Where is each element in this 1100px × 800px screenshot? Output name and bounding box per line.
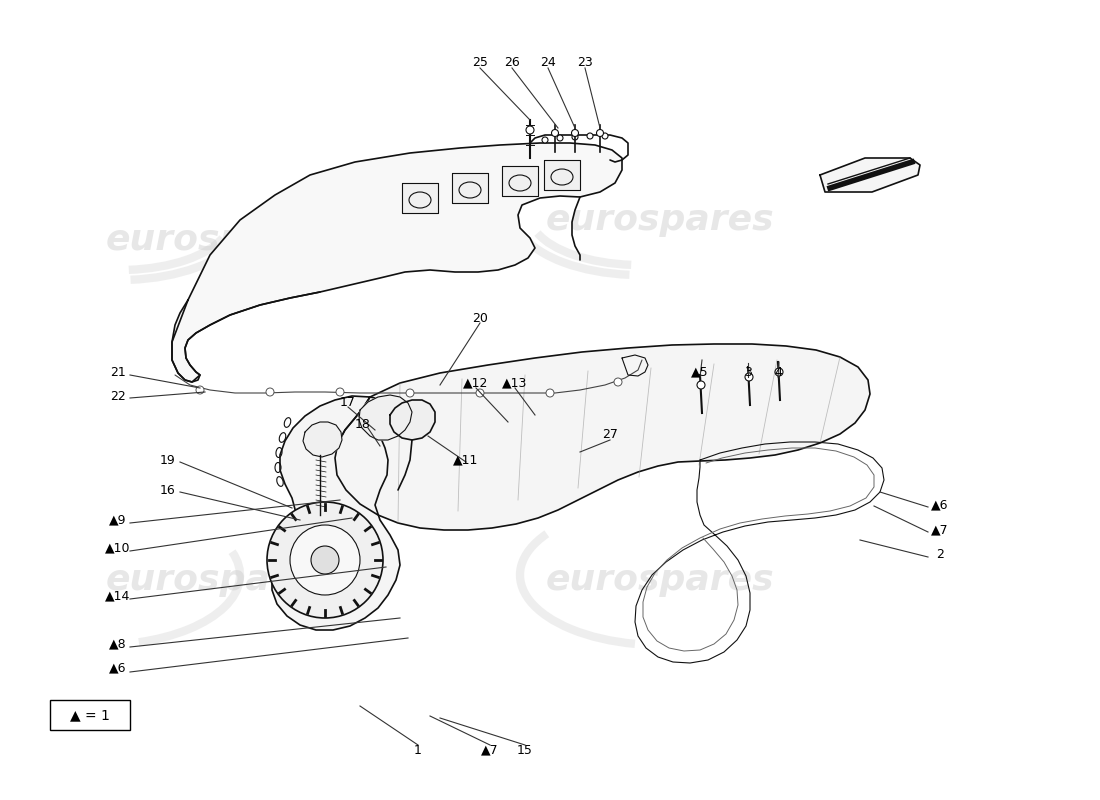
Ellipse shape [551, 169, 573, 185]
Text: 1: 1 [414, 743, 422, 757]
Text: ▲10: ▲10 [106, 542, 131, 554]
Polygon shape [402, 183, 438, 213]
Text: ▲12: ▲12 [463, 377, 488, 390]
Circle shape [266, 388, 274, 396]
Circle shape [196, 386, 204, 394]
Polygon shape [544, 160, 580, 190]
Polygon shape [452, 173, 488, 203]
Text: eurospares: eurospares [106, 223, 334, 257]
Polygon shape [272, 396, 400, 630]
Circle shape [557, 135, 563, 141]
Text: 18: 18 [355, 418, 371, 430]
Circle shape [697, 381, 705, 389]
Polygon shape [336, 344, 870, 530]
Circle shape [526, 126, 534, 134]
Circle shape [596, 130, 604, 137]
Text: ▲7: ▲7 [932, 523, 949, 537]
Circle shape [267, 502, 383, 618]
Polygon shape [172, 143, 621, 382]
Ellipse shape [409, 192, 431, 208]
Text: 3: 3 [744, 366, 752, 378]
Bar [50, 700, 130, 730]
Text: ▲13: ▲13 [503, 377, 528, 390]
Text: ▲ = 1: ▲ = 1 [70, 708, 110, 722]
Text: 16: 16 [161, 483, 176, 497]
Circle shape [587, 133, 593, 139]
Ellipse shape [509, 175, 531, 191]
Circle shape [572, 130, 579, 137]
Text: 20: 20 [472, 311, 488, 325]
Polygon shape [390, 400, 435, 440]
Circle shape [551, 130, 559, 137]
Text: ▲11: ▲11 [453, 454, 478, 466]
Text: ▲7: ▲7 [481, 743, 498, 757]
Circle shape [406, 389, 414, 397]
Text: ▲9: ▲9 [109, 514, 126, 526]
Text: 17: 17 [340, 395, 356, 409]
Circle shape [572, 134, 578, 140]
Circle shape [476, 389, 484, 397]
Circle shape [546, 389, 554, 397]
Circle shape [542, 137, 548, 143]
Polygon shape [359, 395, 412, 440]
Circle shape [602, 133, 608, 139]
Text: ▲6: ▲6 [932, 498, 948, 511]
Text: 4: 4 [774, 366, 782, 378]
Text: eurospares: eurospares [106, 563, 334, 597]
Text: 25: 25 [472, 55, 488, 69]
Text: 24: 24 [540, 55, 556, 69]
Text: eurospares: eurospares [546, 563, 774, 597]
Polygon shape [820, 158, 920, 192]
Circle shape [745, 373, 754, 381]
Text: ▲5: ▲5 [691, 366, 708, 378]
Text: 15: 15 [517, 743, 532, 757]
Text: 21: 21 [110, 366, 125, 378]
Text: 2: 2 [936, 549, 944, 562]
Text: 22: 22 [110, 390, 125, 403]
Text: ▲6: ▲6 [109, 662, 126, 674]
Text: 26: 26 [504, 55, 520, 69]
Circle shape [614, 378, 622, 386]
Circle shape [311, 546, 339, 574]
Ellipse shape [459, 182, 481, 198]
Circle shape [776, 368, 783, 376]
Text: ▲14: ▲14 [106, 590, 131, 602]
Text: eurospares: eurospares [546, 203, 774, 237]
Text: 27: 27 [602, 429, 618, 442]
Circle shape [290, 525, 360, 595]
Text: ▲8: ▲8 [109, 638, 126, 650]
Polygon shape [502, 166, 538, 196]
Text: 19: 19 [161, 454, 176, 466]
Text: 23: 23 [578, 55, 593, 69]
Circle shape [336, 388, 344, 396]
Polygon shape [302, 422, 342, 457]
